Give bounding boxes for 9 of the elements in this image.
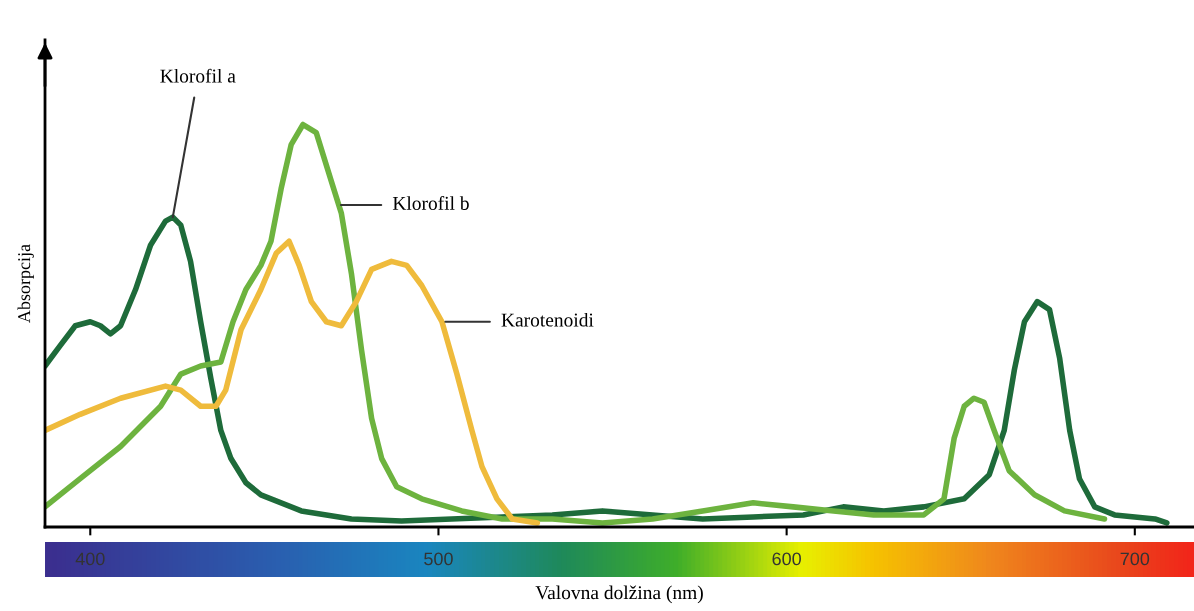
annotation: Klorofil a — [160, 68, 236, 83]
x-tick-label: 700 — [1120, 552, 1150, 566]
x-tick-label: 500 — [424, 552, 453, 566]
x-axis-title: Valovna dolžina (nm) — [535, 585, 703, 604]
x-tick-label: 400 — [75, 552, 105, 566]
annotation: Klorofil b — [392, 196, 469, 210]
x-tick-label: 600 — [772, 552, 801, 566]
y-axis-title: Absorpcija — [17, 244, 34, 323]
annotation: Karotenoidi — [501, 312, 594, 327]
